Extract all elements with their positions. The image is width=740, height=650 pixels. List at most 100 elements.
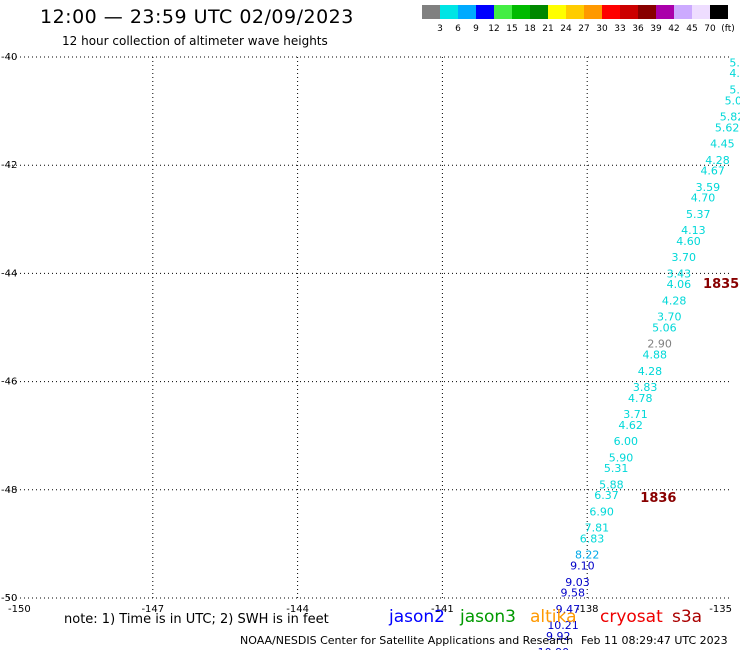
- colorbar-swatch: [512, 5, 530, 19]
- colorbar-label: 6: [455, 24, 461, 34]
- x-tick-label: -135: [709, 604, 732, 615]
- colorbar-label: 39: [650, 24, 662, 34]
- swh-value-label: 5.88: [599, 478, 624, 491]
- satellite-altika: altika: [530, 607, 577, 627]
- swh-value-label: 3.71: [623, 408, 648, 421]
- swh-value-label: 4.06: [667, 278, 692, 291]
- x-tick-label: -147: [141, 604, 164, 615]
- x-tick-label: -141: [431, 604, 454, 615]
- colorbar-swatch: [638, 5, 656, 19]
- satellite-jason3: jason3: [460, 607, 516, 627]
- colorbar-swatch: [692, 5, 710, 19]
- swh-value-label: 6.37: [594, 489, 619, 502]
- time-labels: 118351836: [640, 277, 739, 506]
- colorbar-label: 3: [437, 24, 443, 34]
- swh-value-label: 3.59: [696, 181, 721, 194]
- colorbar-swatch: [674, 5, 692, 19]
- swh-value-label: 4.13: [681, 224, 706, 237]
- colorbar-swatch: [620, 5, 638, 19]
- swh-value-label: 4.60: [676, 235, 701, 248]
- colorbar-label: (ft): [721, 24, 735, 34]
- swh-value-label: 5.37: [686, 208, 711, 221]
- swh-value-label: 4.67: [700, 165, 725, 178]
- swh-value-label: 4.28: [638, 365, 663, 378]
- colorbar-label: 33: [614, 24, 625, 34]
- colorbar-swatch: [548, 5, 566, 19]
- swh-value-label: 9.47: [556, 603, 581, 616]
- swh-value-label: 4.28: [705, 154, 730, 167]
- y-tick-label: -50: [1, 593, 17, 604]
- x-tick-label: -150: [8, 604, 31, 615]
- swh-value-label: 9.03: [565, 576, 590, 589]
- swh-value-label: 5.31: [604, 462, 629, 475]
- colorbar-label: 45: [686, 24, 697, 34]
- swh-value-label: 9.10: [570, 560, 595, 573]
- colorbar-swatch: [494, 5, 512, 19]
- colorbar-label: 24: [560, 24, 572, 34]
- satellite-s3a: s3a: [672, 607, 703, 627]
- swh-value-label: 4.45: [710, 138, 735, 151]
- swh-value-label: 6.83: [580, 532, 605, 545]
- footer-note: note: 1) Time is in UTC; 2) SWH is in fe…: [64, 612, 329, 627]
- x-tick-label: -138: [576, 604, 599, 615]
- swh-value-label: 5.82: [720, 111, 740, 124]
- colorbar-label: 70: [704, 24, 716, 34]
- colorbar-label: 21: [542, 24, 553, 34]
- swh-value-label: 5.90: [609, 451, 634, 464]
- x-tick-label: -144: [286, 604, 309, 615]
- colorbar-swatch: [710, 5, 728, 19]
- colorbar-label: 15: [506, 24, 517, 34]
- swh-value-label: 4.70: [691, 192, 716, 205]
- swh-value-label: 4.62: [618, 419, 643, 432]
- colorbar-swatch: [476, 5, 494, 19]
- colorbar-label: 12: [488, 24, 499, 34]
- colorbar-swatch: [530, 5, 548, 19]
- colorbar-swatch: [602, 5, 620, 19]
- swh-value-label: 10.21: [547, 619, 579, 632]
- swh-value-label: 5.06: [652, 322, 677, 335]
- colorbar-label: 36: [632, 24, 644, 34]
- swh-value-label: 3.83: [633, 381, 658, 394]
- y-tick-label: -46: [1, 377, 17, 388]
- time-label: 1835: [703, 277, 739, 292]
- colorbar-label: 30: [596, 24, 608, 34]
- swh-value-label: 8.22: [575, 549, 600, 562]
- swh-value-label: 6.90: [589, 505, 614, 518]
- satellite-cryosat: cryosat: [600, 607, 663, 627]
- colorbar-label: 27: [578, 24, 589, 34]
- colorbar-swatch: [566, 5, 584, 19]
- colorbar-swatch: [422, 5, 440, 19]
- colorbar-label: 9: [473, 24, 479, 34]
- swh-value-label: 9.58: [560, 587, 585, 600]
- y-tick-label: -44: [1, 268, 17, 279]
- credit-line: NOAA/NESDIS Center for Satellite Applica…: [240, 634, 574, 647]
- swh-value-label: 9.92: [546, 630, 571, 643]
- swh-value-label: 5.14: [729, 56, 740, 69]
- swh-value-label: 3.70: [671, 251, 696, 264]
- swh-value-label: 5.02: [725, 94, 740, 107]
- colorbar-label: 18: [524, 24, 536, 34]
- y-tick-label: -48: [1, 485, 17, 496]
- swh-value-label: 10.90: [538, 646, 570, 650]
- colorbar-swatch: [656, 5, 674, 19]
- colorbar-swatch: [458, 5, 476, 19]
- swh-points: 5.144.245.215.025.825.624.454.284.673.59…: [538, 56, 740, 650]
- swh-value-label: 4.78: [628, 392, 653, 405]
- swh-value-label: 6.00: [614, 435, 639, 448]
- colorbar-label: 42: [668, 24, 679, 34]
- page-subtitle: 12 hour collection of altimeter wave hei…: [62, 34, 328, 48]
- page-title: 12:00 — 23:59 UTC 02/09/2023: [40, 6, 354, 28]
- satellite-jason2: jason2: [389, 607, 445, 627]
- swh-value-label: 5.21: [729, 83, 740, 96]
- swh-value-label: 2.90: [647, 338, 672, 351]
- swh-value-label: 3.70: [657, 311, 682, 324]
- generation-timestamp: Feb 11 08:29:47 UTC 2023: [581, 634, 728, 647]
- y-tick-label: -40: [1, 52, 17, 63]
- colorbar-swatch: [440, 5, 458, 19]
- time-label: 1836: [640, 491, 676, 506]
- swh-value-label: 3.43: [667, 267, 692, 280]
- swh-value-label: 7.81: [585, 522, 610, 535]
- swh-value-label: 4.24: [729, 67, 740, 80]
- color-legend: 3 6 9 12 15 18 21 24 27 30 33 36 39 42 45 70 (ft): [422, 5, 735, 34]
